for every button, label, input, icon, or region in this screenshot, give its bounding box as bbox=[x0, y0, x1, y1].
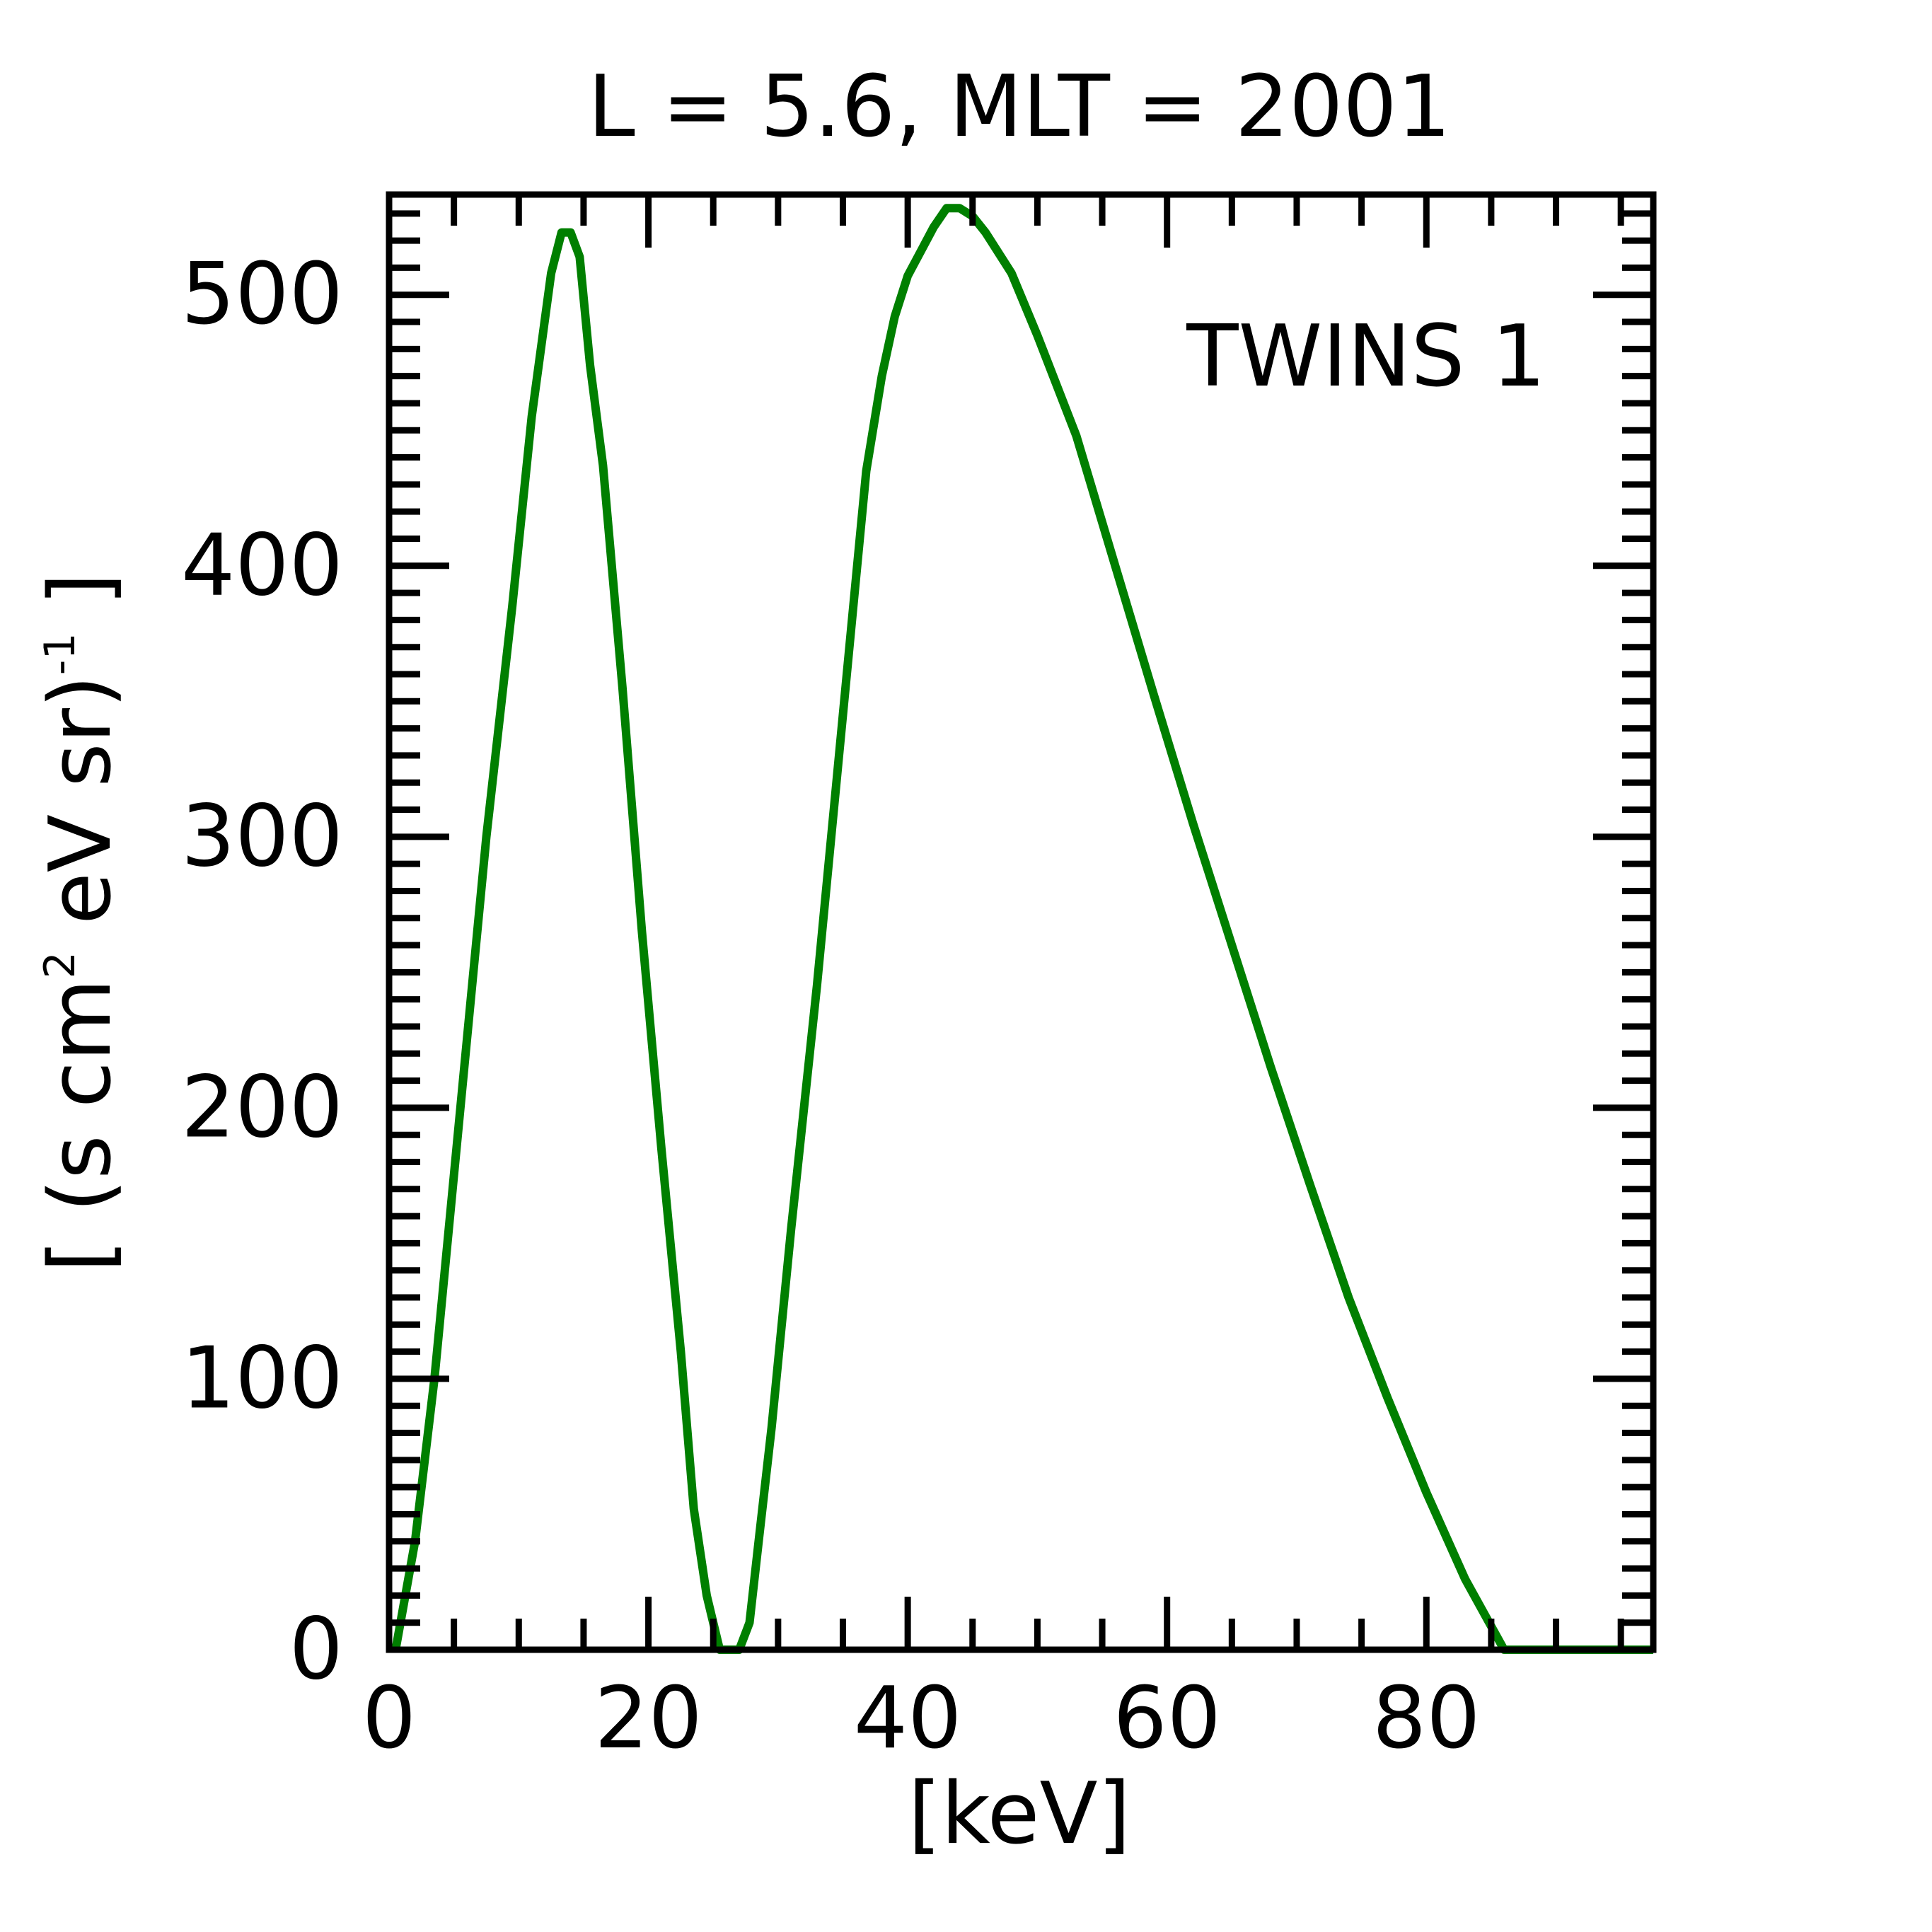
series-line-1 bbox=[391, 204, 1653, 1654]
x-tick-label: 40 bbox=[854, 1670, 962, 1768]
y-axis-label-open: [ (s cm bbox=[32, 978, 130, 1272]
y-axis-label-mid: eV sr) bbox=[32, 675, 130, 951]
y-tick-label: 500 bbox=[181, 245, 343, 344]
y-tick-label: 400 bbox=[181, 516, 343, 615]
series-layer bbox=[391, 204, 1653, 1654]
y-axis-label-close: ] bbox=[32, 572, 130, 632]
ticks-layer bbox=[386, 195, 1653, 1653]
x-tick-label: 80 bbox=[1372, 1670, 1481, 1768]
y-tick-label: 0 bbox=[289, 1601, 343, 1699]
x-tick-label: 0 bbox=[362, 1670, 416, 1768]
plot-area bbox=[386, 191, 1657, 1654]
legend-entry-twins-1: TWINS 1 bbox=[1186, 308, 1546, 406]
y-tick-label: 300 bbox=[181, 787, 343, 886]
y-axis-label-sup-2: 2 bbox=[35, 951, 85, 978]
x-tick-labels: 0 20 40 60 80 bbox=[362, 1670, 1481, 1768]
x-axis-label: [keV] bbox=[908, 1765, 1131, 1863]
x-tick-label: 20 bbox=[594, 1670, 702, 1768]
y-tick-label: 100 bbox=[181, 1329, 343, 1428]
y-axis-label: [ (s cm2 eV sr)-1 ] bbox=[32, 572, 130, 1272]
y-tick-labels: 0 100 200 300 400 500 bbox=[181, 245, 343, 1699]
x-tick-label: 60 bbox=[1113, 1670, 1221, 1768]
chart-title: L = 5.6, MLT = 2001 bbox=[588, 58, 1451, 156]
y-axis-label-sup-minus1: -1 bbox=[35, 632, 85, 675]
y-tick-label: 200 bbox=[181, 1058, 343, 1157]
plot-frame bbox=[386, 191, 1657, 1653]
